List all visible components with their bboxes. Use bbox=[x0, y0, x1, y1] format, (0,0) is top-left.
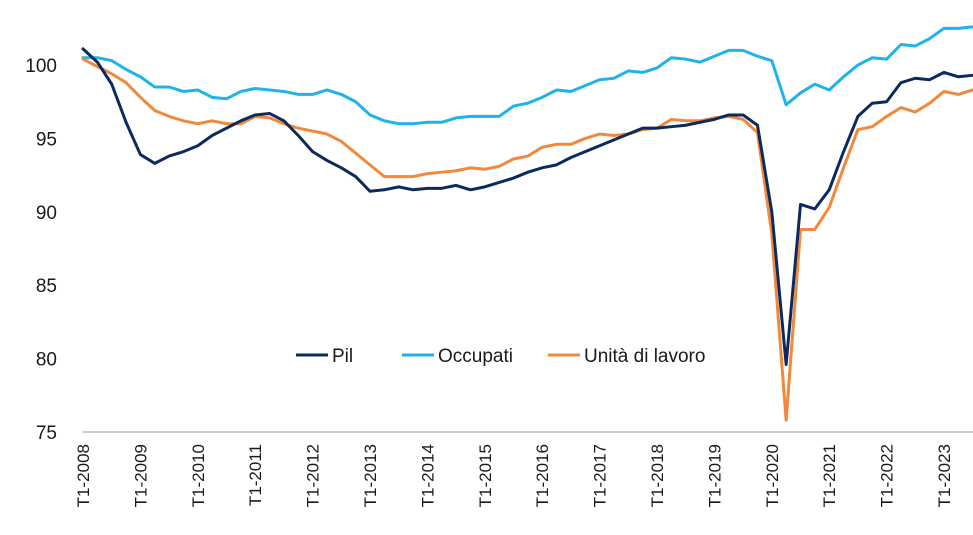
y-axis-tick-labels: 75 80 85 90 95 100 bbox=[25, 56, 57, 444]
legend: Pil Occupati Unità di lavoro bbox=[296, 346, 705, 367]
x-tick-label: T1-2013 bbox=[361, 444, 380, 507]
y-tick-label: 85 bbox=[36, 276, 57, 297]
x-tick-label: T1-2022 bbox=[878, 444, 897, 507]
x-tick-label: T1-2016 bbox=[533, 444, 552, 507]
x-tick-label: T1-2015 bbox=[476, 444, 495, 507]
x-tick-label: T1-2019 bbox=[705, 444, 724, 507]
x-tick-label: T1-2014 bbox=[418, 444, 437, 507]
x-tick-label: T1-2010 bbox=[189, 444, 208, 507]
x-tick-label: T1-2009 bbox=[131, 444, 150, 507]
legend-label-pil: Pil bbox=[332, 346, 353, 367]
legend-label-unita-di-lavoro: Unità di lavoro bbox=[584, 346, 705, 367]
y-tick-label: 95 bbox=[36, 129, 57, 150]
x-tick-label: T1-2012 bbox=[304, 444, 323, 507]
y-tick-label: 75 bbox=[36, 423, 57, 444]
series-line-pil bbox=[81, 47, 973, 366]
x-tick-label: T1-2023 bbox=[935, 444, 954, 507]
x-tick-label: T1-2021 bbox=[820, 444, 839, 507]
y-tick-label: 90 bbox=[36, 203, 57, 224]
x-tick-label: T1-2020 bbox=[763, 444, 782, 507]
y-tick-label: 100 bbox=[25, 56, 57, 77]
x-tick-label: T1-2011 bbox=[246, 444, 265, 506]
series-lines bbox=[81, 25, 973, 422]
legend-label-occupati: Occupati bbox=[438, 346, 513, 367]
series-line-occupati bbox=[81, 25, 973, 126]
y-tick-label: 80 bbox=[36, 350, 57, 371]
x-axis-tick-labels: T1-2008 T1-2009 T1-2010 T1-2011 T1-2012 T1-20… bbox=[74, 444, 954, 507]
series-line-unit-di-lavoro bbox=[81, 57, 973, 422]
x-tick-label: T1-2018 bbox=[648, 444, 667, 507]
x-tick-label: T1-2008 bbox=[74, 444, 93, 507]
x-tick-label: T1-2017 bbox=[591, 444, 610, 507]
